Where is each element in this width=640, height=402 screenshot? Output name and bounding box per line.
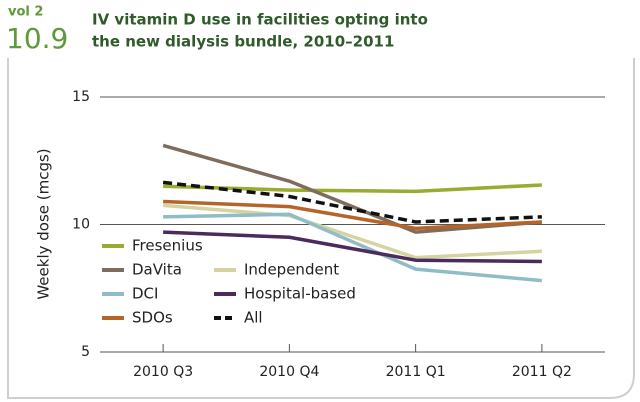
chart-title: the new dialysis bundle, 2010–2011 (92, 33, 394, 51)
figure-number: 10.9 (6, 22, 68, 55)
y-axis-label: Weekly dose (mcgs) (35, 148, 53, 299)
y-tick-label: 15 (72, 89, 90, 105)
legend-label: Independent (244, 261, 339, 279)
legend-label: Fresenius (132, 237, 203, 255)
legend-label: All (244, 309, 263, 327)
series-line (163, 230, 542, 264)
series-line (162, 203, 542, 260)
panel-frame (7, 58, 635, 399)
x-tick-label: 2010 Q3 (133, 364, 193, 380)
y-tick-label: 5 (81, 344, 90, 360)
x-tick-label: 2010 Q4 (259, 364, 319, 380)
volume: vol 2 (8, 5, 43, 20)
x-tick-label: 2011 Q1 (386, 364, 446, 380)
series-line (162, 143, 543, 234)
x-tick-label: 2011 Q2 (512, 364, 572, 380)
y-tick-label: 10 (72, 217, 90, 233)
chart-title: IV vitamin D use in facilities opting in… (92, 11, 428, 29)
legend-label: Hospital-based (244, 285, 356, 303)
legend-label: DaVita (132, 261, 182, 279)
series-line (162, 180, 542, 224)
series-line (163, 212, 543, 283)
legend-label: DCI (132, 285, 158, 303)
series-line (163, 199, 542, 231)
legend-label: SDOs (132, 309, 173, 327)
